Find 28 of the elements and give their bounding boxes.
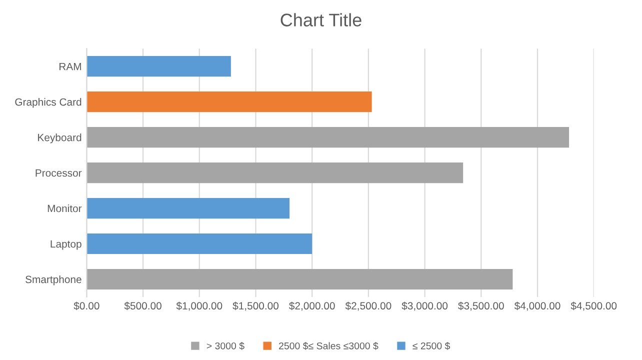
x-tick-label: $2,000.00 (289, 302, 335, 311)
bar (86, 233, 312, 254)
y-tick-label: Smartphone (26, 275, 82, 286)
x-tick-label: $1,000.00 (176, 302, 222, 311)
y-tick-label: Laptop (50, 240, 82, 250)
bar (86, 162, 464, 184)
y-tick-label: Monitor (48, 204, 82, 212)
x-tick-label: $3,000.00 (402, 302, 448, 311)
y-tick-label: Processor (36, 169, 82, 177)
chart-title: Chart Title (280, 13, 362, 26)
x-tick-label: $2,500.00 (345, 302, 392, 311)
x-tick-label: $3,500.00 (458, 302, 504, 311)
y-tick-label: RAM (60, 62, 81, 70)
y-tick-label: Graphics Card (15, 98, 82, 108)
x-tick-label: $4,000.00 (514, 302, 560, 311)
bar (86, 198, 290, 219)
legend-label: 2500 $≤ Sales ≤3000 $ (279, 342, 378, 350)
bar (86, 92, 372, 112)
legend-label: > 3000 $ (206, 342, 244, 350)
y-tick-label: Keyboard (38, 134, 82, 144)
legend-label: ≤ 2500 $ (412, 342, 450, 350)
bar (86, 127, 570, 148)
bar (86, 56, 231, 77)
x-tick-label: $0.00 (74, 302, 100, 310)
x-tick-label: $500.00 (124, 302, 162, 310)
bar (86, 268, 513, 290)
x-tick-label: $4,500.00 (570, 302, 617, 311)
x-tick-label: $1,500.00 (232, 302, 278, 311)
